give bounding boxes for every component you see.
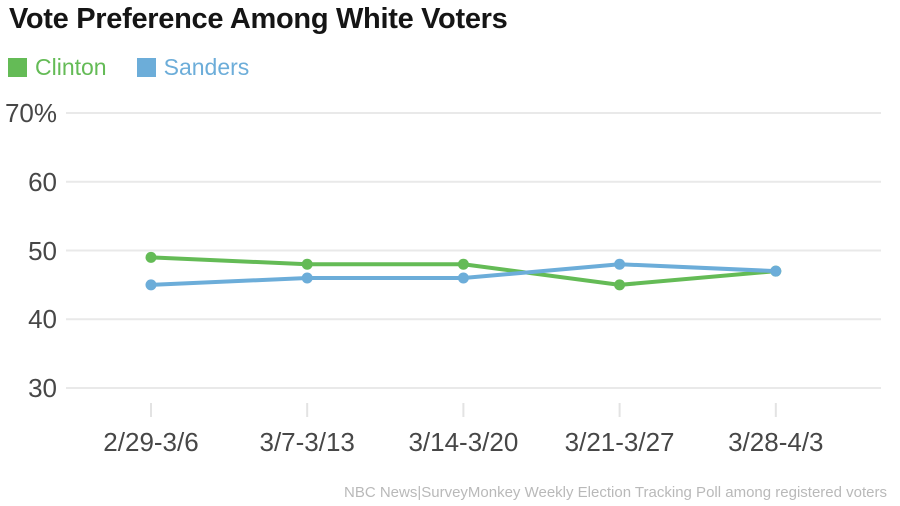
y-axis-label: 70% xyxy=(4,98,57,128)
x-axis-label: 3/21-3/27 xyxy=(564,427,675,457)
data-point-clinton xyxy=(145,251,157,263)
legend-swatch-clinton xyxy=(8,57,27,77)
data-point-sanders xyxy=(145,279,157,291)
x-axis-label: 3/28-4/3 xyxy=(728,427,824,457)
x-axis-label: 2/29-3/6 xyxy=(103,427,199,457)
legend-swatch-sanders xyxy=(136,57,156,77)
y-axis-label: 40 xyxy=(28,304,57,335)
data-point-sanders xyxy=(301,272,313,284)
legend-label-sanders: Sanders xyxy=(163,54,250,80)
data-point-clinton xyxy=(301,258,313,270)
legend-item-clinton: Clinton xyxy=(8,55,107,79)
legend-item-sanders: Sanders xyxy=(136,54,250,80)
legend-label-clinton: Clinton xyxy=(35,54,107,80)
y-axis-label: 30 xyxy=(28,373,57,403)
y-axis-label: 50 xyxy=(28,235,57,266)
chart-legend: Clinton Sanders xyxy=(8,55,249,79)
x-axis-label: 3/14-3/20 xyxy=(408,427,519,457)
x-axis-label: 3/7-3/13 xyxy=(259,427,355,457)
data-point-sanders xyxy=(457,272,469,284)
data-point-sanders xyxy=(770,265,782,277)
data-point-clinton xyxy=(457,258,469,270)
data-point-clinton xyxy=(614,279,626,291)
y-axis-label: 60 xyxy=(28,166,57,197)
chart-title: Vote Preference Among White Voters xyxy=(9,3,508,35)
source-note: NBC News|SurveyMonkey Weekly Election Tr… xyxy=(343,484,887,501)
data-point-sanders xyxy=(614,258,626,270)
